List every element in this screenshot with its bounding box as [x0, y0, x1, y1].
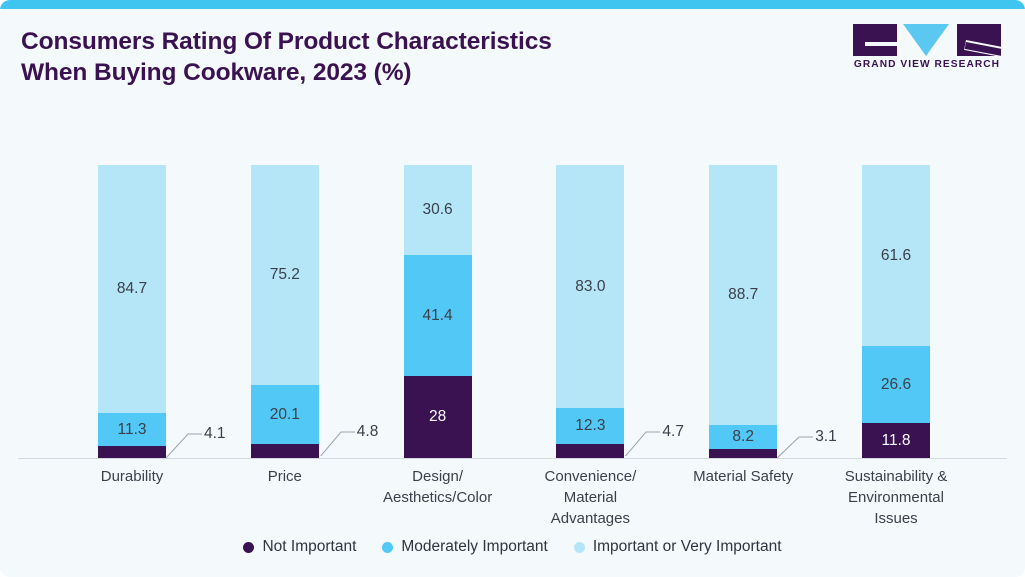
logo-letter-r-icon [957, 24, 1001, 56]
bar-value-label: 11.3 [117, 420, 147, 438]
legend-swatch-icon [243, 541, 255, 553]
x-axis-label: Design/Aesthetics/Color [358, 466, 518, 508]
bar-segment[interactable]: 11.8 [862, 423, 930, 458]
x-axis-label: Sustainability & Environmental Issues [816, 466, 976, 529]
logo-wordmark: GRAND VIEW RESEARCH [853, 59, 1001, 70]
bar-value-label-external: 4.8 [356, 422, 379, 440]
bar-segment[interactable]: 75.2 [250, 164, 319, 386]
x-axis-label-line: Environmental [848, 489, 944, 506]
legend-label: Moderately Important [401, 538, 548, 555]
bar-segment[interactable]: 20.1 [250, 385, 319, 444]
bar-group[interactable]: 4.8 20.1 75.2 [250, 164, 319, 458]
legend-swatch-icon [573, 541, 585, 553]
bar-value-label: 61.6 [880, 246, 912, 264]
bar-segment[interactable]: 30.6 [403, 165, 472, 255]
bar-segment[interactable]: 3.1 [709, 448, 778, 458]
bar-segment[interactable]: 8.2 [709, 424, 778, 449]
title-line-2: When Buying Cookware, 2023 (%) [21, 59, 412, 86]
bar-value-label: 28 [428, 408, 447, 426]
top-accent-bar [0, 0, 1025, 9]
chart-legend: Not Important Moderately Important Importa… [0, 538, 1025, 556]
bar-segment[interactable]: 12.3 [556, 408, 625, 445]
bar-group[interactable]: 3.1 8.2 88.7 [709, 165, 778, 458]
leader-line [166, 428, 206, 458]
bar-value-label: 11.8 [881, 431, 911, 449]
legend-item[interactable]: Not Important [243, 538, 356, 556]
x-axis-label-line: Price [267, 468, 302, 485]
logo-mark-icon [853, 24, 1001, 56]
bar-segment[interactable]: 84.7 [98, 164, 166, 413]
bar-segment[interactable]: 28 [403, 375, 472, 458]
logo-letter-v-icon [903, 24, 949, 56]
x-axis-label: Price [205, 466, 365, 487]
x-axis-label-line: Issues [874, 510, 918, 527]
leader-line [319, 426, 359, 456]
brand-logo: GRAND VIEW RESEARCH [853, 24, 1001, 76]
bar-group[interactable]: 28 41.4 30.6 [403, 165, 472, 458]
title-line-1: Consumers Rating Of Product Characterist… [21, 28, 552, 55]
x-axis-label-line: Aesthetics/Color [382, 489, 493, 506]
bar-segment[interactable]: 26.6 [862, 345, 930, 424]
bar-segment[interactable]: 61.6 [862, 165, 930, 346]
bar-value-label: 75.2 [269, 266, 300, 284]
legend-swatch-icon [382, 541, 394, 553]
bar-value-label: 88.7 [728, 286, 759, 304]
legend-label: Not Important [262, 538, 357, 555]
legend-label: Important or Very Important [592, 538, 782, 555]
logo-g-slot [865, 42, 897, 46]
bar-value-label-external: 4.7 [662, 423, 684, 441]
x-axis-label: Material Safety [663, 466, 823, 487]
bar-value-label: 30.6 [422, 201, 453, 219]
x-axis-label-line: Durability [100, 468, 164, 485]
bar-group[interactable]: 11.8 26.6 61.6 [862, 165, 930, 458]
x-axis-label-line: Design/ [412, 468, 464, 485]
x-axis-label-line: Convenience/ [544, 468, 637, 485]
bar-value-label: 83.0 [575, 277, 606, 295]
x-axis-line [18, 458, 1007, 459]
legend-item[interactable]: Moderately Important [382, 538, 548, 556]
bar-segment[interactable]: 88.7 [709, 165, 778, 425]
bar-value-label: 12.3 [575, 417, 606, 435]
legend-item[interactable]: Important or Very Important [573, 538, 782, 556]
bar-value-label: 84.7 [116, 280, 148, 298]
bar-group[interactable]: 4.7 12.3 83.0 [556, 165, 625, 458]
leader-line [777, 431, 817, 461]
bar-value-label-external: 4.1 [204, 424, 226, 442]
bar-value-label-external: 3.1 [815, 427, 837, 445]
bar-value-label: 8.2 [732, 428, 754, 446]
bar-value-label: 20.1 [269, 405, 300, 423]
bar-group[interactable]: 4.1 11.3 84.7 [98, 164, 166, 458]
bar-segment[interactable]: 83.0 [556, 165, 625, 409]
bar-value-label: 26.6 [880, 375, 912, 393]
x-axis-label: Convenience/Material Advantages [510, 466, 670, 529]
bar-segment[interactable]: 41.4 [403, 254, 472, 376]
bar-segment[interactable]: 4.7 [556, 444, 625, 458]
bar-value-label: 41.4 [422, 306, 453, 324]
bar-segment[interactable]: 4.1 [98, 446, 166, 458]
bar-segment[interactable]: 11.3 [98, 412, 166, 446]
page-title: Consumers Rating Of Product Characterist… [21, 26, 701, 88]
x-axis-label-line: Material Safety [693, 468, 794, 485]
x-axis-label-line: Advantages [550, 510, 630, 527]
x-axis-label-line: Sustainability & [844, 468, 948, 485]
logo-letter-g-icon [853, 24, 897, 56]
bar-segment[interactable]: 4.8 [250, 443, 319, 458]
x-axis-label-line: Material [563, 489, 618, 506]
leader-line [624, 426, 664, 457]
x-axis-label: Durability [52, 466, 212, 487]
